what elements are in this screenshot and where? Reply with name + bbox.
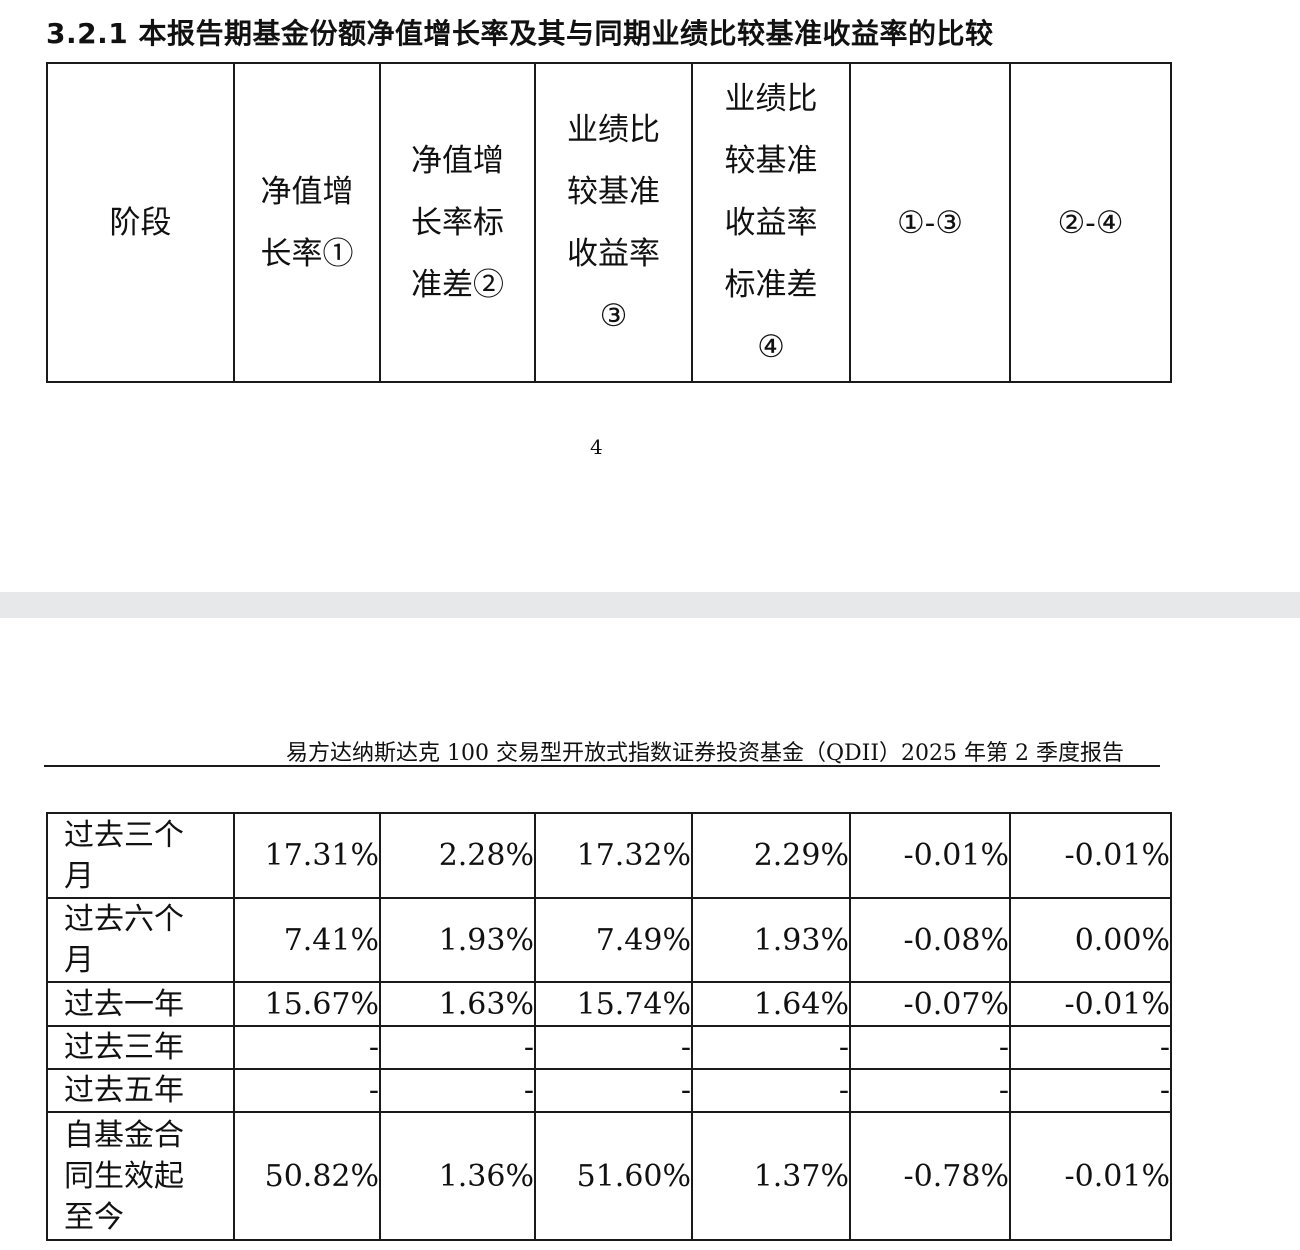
table-row: 过去一年 15.67% 1.63% 15.74% 1.64% -0.07% -0.01%	[46, 981, 1172, 1027]
stage-cell: 过去三个月	[46, 812, 235, 899]
table-row: 过去五年 - - - - - -	[46, 1068, 1172, 1113]
stage-label-line: 月	[64, 858, 94, 894]
header-cell-diff-2-4: ②-④	[1009, 62, 1172, 383]
table-row: 自基金合 同生效起 至今 50.82% 1.36% 51.60% 1.37% -0.78% -0…	[46, 1111, 1172, 1241]
value-cell: -	[691, 1068, 851, 1113]
value-cell: -	[233, 1025, 381, 1070]
page-number: 4	[590, 435, 603, 459]
value-cell: 1.64%	[691, 981, 851, 1027]
value-cell: 1.93%	[691, 897, 851, 983]
value-cell: -	[849, 1068, 1011, 1113]
data-table-body: 过去三个月 17.31% 2.28% 17.32% 2.29% -0.01% -0.01% 过…	[46, 812, 1172, 1241]
header-line: 净值增	[411, 142, 504, 179]
running-header: 易方达纳斯达克 100 交易型开放式指数证券投资基金（QDII）2025 年第 …	[286, 741, 1125, 766]
value-cell: -	[534, 1068, 693, 1113]
value-cell: -	[1009, 1025, 1172, 1070]
stage-label-line: 同生效起	[64, 1158, 184, 1194]
page-separator	[0, 592, 1300, 618]
header-line: 较基准	[567, 173, 660, 210]
header-line: 收益率	[567, 235, 660, 272]
value-cell: -	[379, 1025, 536, 1070]
value-cell: 7.41%	[233, 897, 381, 983]
value-cell: 1.36%	[379, 1111, 536, 1241]
header-line: 净值增	[260, 173, 354, 210]
header-line: 业绩比	[724, 80, 818, 117]
header-line: 收益率	[724, 204, 818, 241]
header-cell-stage: 阶段	[46, 62, 235, 383]
header-line: 标准差	[724, 266, 818, 303]
header-line: ④	[757, 328, 785, 365]
value-cell: 1.37%	[691, 1111, 851, 1241]
header-line: 长率标	[411, 204, 504, 241]
header-cell-nav-growth-std: 净值增 长率标 准差②	[379, 62, 536, 383]
stage-label-line: 过去六个	[64, 902, 184, 937]
value-cell: -	[233, 1068, 381, 1113]
value-cell: -	[691, 1025, 851, 1070]
value-cell: -0.07%	[849, 981, 1011, 1027]
value-cell: -	[1009, 1068, 1172, 1113]
header-line: ①-③	[896, 204, 964, 241]
stage-cell: 过去六个月	[46, 897, 235, 983]
header-line: 业绩比	[567, 111, 660, 148]
table-row: 过去三个月 17.31% 2.28% 17.32% 2.29% -0.01% -0.01%	[46, 812, 1172, 899]
stage-cell: 过去三年	[46, 1025, 235, 1070]
stage-label-line: 过去三个	[64, 817, 184, 853]
value-cell: -	[849, 1025, 1011, 1070]
value-cell: 1.63%	[379, 981, 536, 1027]
value-cell: 7.49%	[534, 897, 693, 983]
stage-label-line: 过去三年	[64, 1030, 184, 1065]
header-cell-benchmark-return: 业绩比 较基准 收益率 ③	[534, 62, 693, 383]
value-cell: -0.01%	[849, 812, 1011, 899]
section-title: 3.2.1 本报告期基金份额净值增长率及其与同期业绩比较基准收益率的比较	[46, 17, 994, 50]
header-line: ②-④	[1057, 204, 1124, 241]
stage-label-line: 至今	[64, 1199, 124, 1235]
table-row: 过去三年 - - - - - -	[46, 1025, 1172, 1070]
stage-label-line: 过去一年	[64, 986, 184, 1022]
value-cell: 1.93%	[379, 897, 536, 983]
table-row: 过去六个月 7.41% 1.93% 7.49% 1.93% -0.08% 0.00%	[46, 897, 1172, 983]
header-line: 准差②	[411, 266, 504, 303]
report-page-upper: 3.2.1 本报告期基金份额净值增长率及其与同期业绩比较基准收益率的比较 阶段 …	[0, 0, 1300, 592]
value-cell: 2.28%	[379, 812, 536, 899]
value-cell: 15.74%	[534, 981, 693, 1027]
value-cell: -	[379, 1068, 536, 1113]
stage-label-line: 自基金合	[64, 1117, 184, 1153]
stage-label-line: 过去五年	[64, 1073, 184, 1108]
header-line: 较基准	[724, 142, 818, 179]
value-cell: -0.78%	[849, 1111, 1011, 1241]
value-cell: 2.29%	[691, 812, 851, 899]
value-cell: -	[534, 1025, 693, 1070]
header-line: 长率①	[260, 235, 354, 272]
header-stage-label: 阶段	[109, 204, 172, 241]
header-cell-diff-1-3: ①-③	[849, 62, 1011, 383]
value-cell: 0.00%	[1009, 897, 1172, 983]
header-line: ③	[599, 297, 628, 334]
value-cell: 17.31%	[233, 812, 381, 899]
value-cell: -0.08%	[849, 897, 1011, 983]
value-cell: -0.01%	[1009, 812, 1172, 899]
value-cell: -0.01%	[1009, 981, 1172, 1027]
value-cell: 50.82%	[233, 1111, 381, 1241]
value-cell: 15.67%	[233, 981, 381, 1027]
stage-cell: 过去五年	[46, 1068, 235, 1113]
value-cell: -0.01%	[1009, 1111, 1172, 1241]
stage-cell: 自基金合同生效起至今	[46, 1111, 235, 1241]
value-cell: 51.60%	[534, 1111, 693, 1241]
stage-label-line: 月	[64, 943, 94, 978]
header-cell-nav-growth: 净值增 长率①	[233, 62, 381, 383]
running-header-rule	[44, 765, 1160, 767]
header-cell-benchmark-std: 业绩比 较基准 收益率 标准差 ④	[691, 62, 851, 383]
value-cell: 17.32%	[534, 812, 693, 899]
data-table: 过去三个月 17.31% 2.28% 17.32% 2.29% -0.01% -0.01% 过…	[46, 812, 1172, 1241]
stage-cell: 过去一年	[46, 981, 235, 1027]
header-table: 阶段 净值增 长率① 净值增 长率标 准差② 业绩比 较基准 收益率 ③ 业绩比…	[46, 62, 1172, 383]
